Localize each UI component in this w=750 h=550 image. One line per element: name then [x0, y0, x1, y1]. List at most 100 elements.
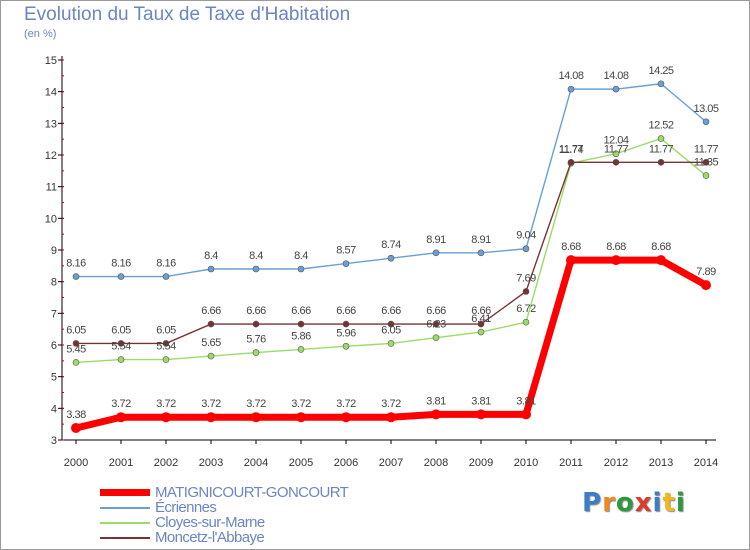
y-tick-label: 12	[45, 150, 57, 162]
data-point	[251, 412, 261, 423]
data-point	[432, 320, 440, 328]
data-point	[657, 135, 665, 142]
data-label: 6.66	[381, 305, 401, 317]
data-point	[477, 320, 485, 328]
data-label: 6.41	[471, 313, 491, 325]
data-label: 8.91	[426, 234, 446, 246]
data-point	[162, 356, 170, 363]
data-label: 3.72	[381, 398, 401, 410]
data-label: 8.16	[156, 258, 176, 270]
data-point	[657, 80, 665, 88]
data-label: 6.05	[381, 324, 401, 336]
data-point	[297, 265, 305, 273]
data-label: 8.4	[294, 250, 308, 262]
data-label: 8.57	[336, 245, 356, 257]
x-tick-label: 2002	[154, 457, 178, 469]
legend-label: Moncetz-l'Abbaye	[155, 529, 265, 546]
legend-label: MATIGNICOURT-GONCOURT	[155, 484, 349, 501]
y-tick-label: 14	[45, 87, 57, 99]
data-label: 5.45	[66, 343, 86, 355]
data-label: 3.72	[336, 398, 356, 410]
data-label: 8.4	[249, 250, 263, 262]
data-label: 3.81	[516, 395, 536, 407]
data-point	[522, 318, 530, 326]
data-label: 3.72	[111, 398, 131, 410]
y-tick-label: 6	[51, 340, 57, 352]
data-label: 9.04	[516, 230, 536, 242]
data-point	[117, 340, 125, 347]
data-label: 12.52	[648, 120, 673, 132]
data-point	[72, 340, 80, 347]
data-point	[567, 85, 575, 93]
data-point	[612, 150, 620, 158]
data-point	[297, 320, 305, 328]
data-point	[252, 320, 260, 328]
data-label: 3.72	[291, 398, 311, 410]
data-point	[521, 409, 531, 420]
y-tick-label: 3	[51, 435, 57, 447]
data-point	[162, 273, 170, 280]
legend-label: Cloyes-sur-Marne	[155, 514, 265, 531]
data-point	[207, 352, 215, 360]
data-label: 6.66	[426, 305, 446, 317]
proxiti-logo: Proxiti	[582, 488, 686, 518]
x-tick-label: 2003	[199, 457, 223, 469]
data-point	[387, 254, 395, 262]
data-point	[252, 265, 260, 273]
data-label: 5.65	[201, 337, 221, 349]
data-point	[206, 412, 216, 423]
data-point	[342, 342, 350, 350]
data-point	[612, 85, 620, 93]
legend-item: Moncetz-l'Abbaye	[100, 529, 420, 546]
y-tick-label: 9	[51, 245, 57, 257]
x-tick-label: 2006	[334, 457, 358, 469]
x-tick-label: 2007	[379, 457, 403, 469]
x-tick-label: 2012	[604, 457, 628, 469]
data-point	[522, 288, 530, 295]
x-tick-label: 2008	[424, 457, 448, 469]
data-point	[431, 409, 441, 420]
data-label: 6.05	[66, 324, 86, 336]
data-label: 8.68	[561, 241, 581, 253]
data-label: 6.05	[156, 324, 176, 336]
data-point	[522, 245, 530, 253]
data-label: 5.96	[336, 327, 356, 339]
y-tick-label: 8	[51, 277, 57, 289]
data-point	[477, 249, 485, 257]
data-point	[611, 255, 621, 266]
x-tick-label: 2009	[469, 457, 493, 469]
data-label: 5.76	[246, 334, 266, 346]
data-point	[567, 158, 575, 166]
data-point	[656, 255, 666, 266]
data-label: 8.68	[651, 241, 671, 253]
legend-item: Écriennes	[100, 499, 420, 516]
data-point	[566, 255, 576, 266]
legend-swatch	[100, 489, 150, 496]
data-label: 6.72	[516, 303, 536, 315]
data-label: 6.66	[336, 305, 356, 317]
data-label: 8.74	[381, 239, 401, 251]
data-label: 7.89	[696, 266, 716, 278]
y-tick-label: 5	[51, 372, 57, 384]
data-label: 8.16	[66, 258, 86, 270]
y-tick-label: 11	[46, 182, 57, 194]
data-label: 14.25	[648, 65, 673, 77]
data-label: 5.54	[156, 341, 176, 353]
data-point	[296, 412, 306, 423]
data-label: 14.08	[558, 70, 583, 82]
data-point	[117, 273, 125, 280]
data-point	[387, 340, 395, 347]
y-tick-label: 15	[45, 55, 57, 67]
data-label: 3.72	[201, 398, 221, 410]
data-point	[612, 158, 620, 166]
data-label: 11.74	[559, 144, 584, 156]
data-point	[432, 249, 440, 257]
data-label: 14.08	[603, 70, 628, 82]
chart-title: Evolution du Taux de Taxe d'Habitation	[24, 4, 351, 25]
data-label: 8.16	[111, 258, 131, 270]
data-point	[252, 349, 260, 356]
data-label: 5.54	[111, 341, 131, 353]
legend-label: Écriennes	[155, 499, 217, 516]
data-label: 11.35	[694, 157, 719, 169]
